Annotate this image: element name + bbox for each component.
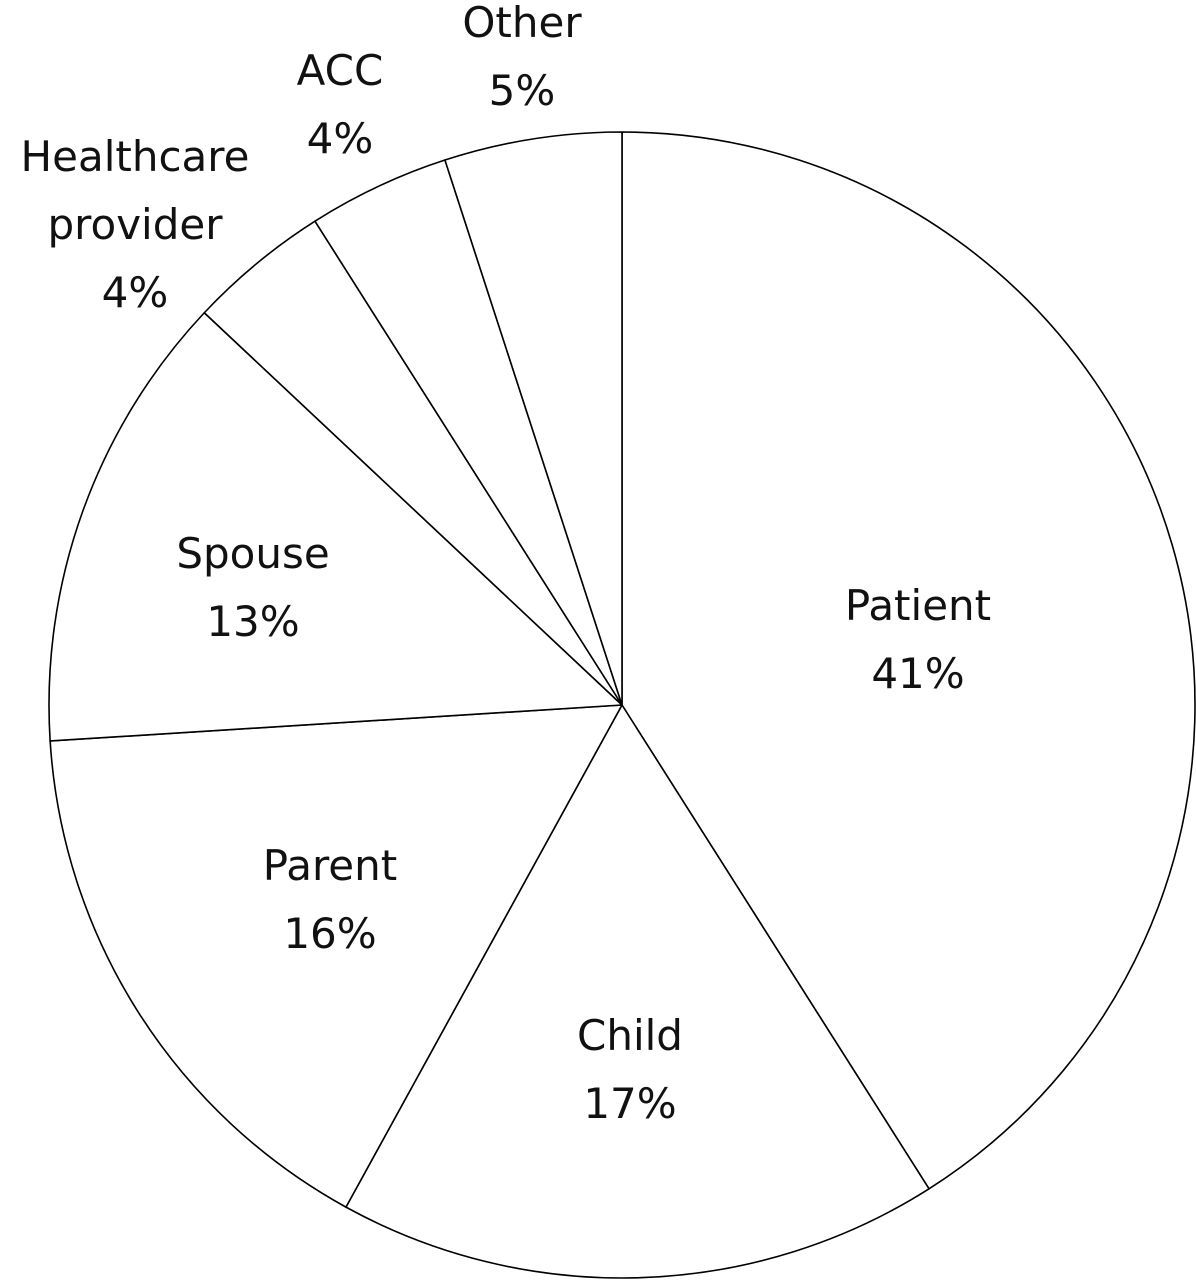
pie-slice <box>48 311 623 742</box>
pie-slice <box>49 704 623 1208</box>
slice-label: ACC 4% <box>297 37 384 173</box>
slice-value-label: 5% <box>488 66 556 115</box>
slice-label: Child 17% <box>577 1002 683 1138</box>
slice-value-label: 41% <box>871 649 965 698</box>
slice-name: Healthcare provider <box>20 132 250 249</box>
slice-label: Other 5% <box>462 0 581 125</box>
pie-slice <box>345 704 930 1279</box>
slice-label: Patient 41% <box>845 572 991 708</box>
slice-label: Spouse 13% <box>176 520 329 656</box>
slice-value-label: 16% <box>283 909 377 958</box>
slice-name: ACC <box>296 46 384 95</box>
slice-label: Healthcare provider 4% <box>10 123 260 327</box>
slice-name: Parent <box>262 841 398 890</box>
slice-value-label: 4% <box>306 114 374 163</box>
pie-slice <box>444 131 623 706</box>
slice-name: Patient <box>844 581 992 630</box>
slice-value-label: 17% <box>583 1079 677 1128</box>
pie-slice <box>621 131 1196 1190</box>
slice-name: Spouse <box>176 529 330 578</box>
slice-value-label: 4% <box>101 268 169 317</box>
slice-value-label: 13% <box>206 597 300 646</box>
slice-name: Other <box>462 0 582 47</box>
slice-label: Parent 16% <box>263 832 397 968</box>
slice-name: Child <box>577 1011 683 1060</box>
